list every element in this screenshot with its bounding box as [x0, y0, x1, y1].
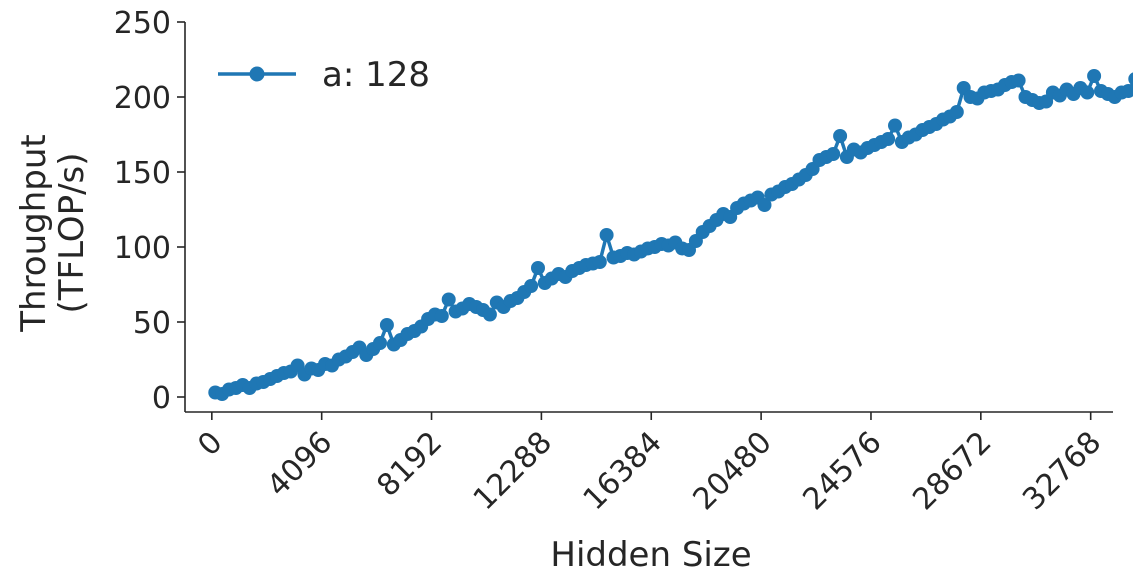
y-axis-label: Throughput (TFLOP/s) — [14, 134, 92, 333]
y-tick-label: 150 — [114, 156, 171, 191]
x-tick-label: 24576 — [796, 425, 888, 517]
legend: a: 128 — [218, 55, 430, 95]
data-point — [1080, 85, 1095, 100]
data-point — [826, 147, 841, 161]
y-axis-label-line-1: Throughput — [14, 134, 54, 333]
data-point — [888, 118, 902, 133]
data-point — [599, 228, 614, 242]
data-point — [1087, 69, 1102, 83]
x-tick-label: 16384 — [577, 425, 669, 517]
data-point — [524, 279, 539, 293]
x-tick-label: 8192 — [370, 425, 449, 504]
x-ticks: 0 4096 8192 12288 16384 20480 24576 28672 32768 — [191, 412, 1108, 517]
x-tick-label: 12288 — [467, 425, 559, 517]
data-point — [373, 336, 387, 350]
data-point — [881, 132, 896, 146]
plot-area — [208, 69, 1133, 401]
legend-series-label: a: 128 — [322, 55, 430, 95]
data-point — [592, 255, 607, 269]
data-point — [833, 129, 848, 143]
y-tick-label: 0 — [152, 381, 171, 416]
x-tick-label: 0 — [191, 425, 229, 463]
data-point — [757, 198, 772, 212]
legend-marker-swatch — [249, 66, 265, 82]
y-tick-label: 100 — [114, 231, 171, 266]
x-axis-label: Hidden Size — [550, 535, 751, 574]
x-tick-label: 20480 — [687, 425, 779, 517]
series-line — [214, 74, 1133, 396]
y-axis-label-line-2: (TFLOP/s) — [52, 152, 92, 313]
x-tick-label: 4096 — [261, 425, 340, 504]
y-tick-label: 200 — [114, 81, 171, 116]
x-tick-label: 32768 — [1016, 425, 1108, 517]
data-point — [434, 309, 449, 323]
data-point — [1128, 72, 1133, 86]
data-point — [1011, 73, 1026, 88]
y-ticks: 0 50 100 150 200 250 — [114, 6, 185, 416]
data-point — [1121, 84, 1133, 98]
data-point — [379, 318, 394, 332]
x-tick-label: 28672 — [906, 425, 998, 517]
y-tick-label: 50 — [133, 306, 171, 341]
y-tick-label: 250 — [114, 6, 171, 41]
data-point — [949, 105, 964, 119]
data-point — [441, 292, 456, 307]
data-point — [531, 261, 545, 275]
data-point — [482, 307, 497, 322]
